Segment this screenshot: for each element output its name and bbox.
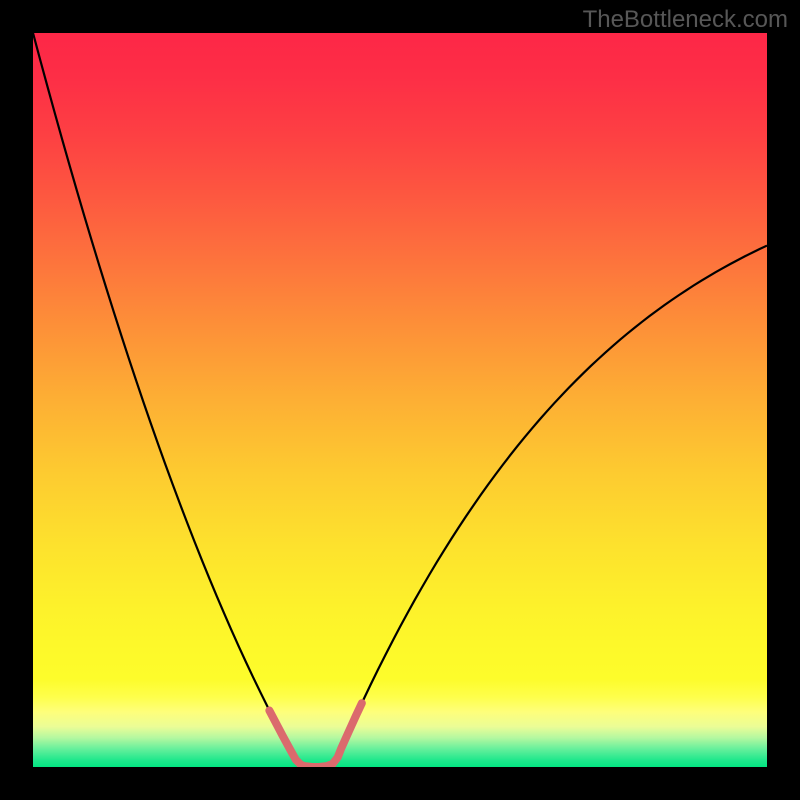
- curve-right: [341, 246, 767, 749]
- watermark-text: TheBottleneck.com: [583, 6, 788, 34]
- optimal-band-marker-left: [269, 710, 315, 767]
- optimal-band-marker-right: [316, 703, 362, 767]
- curves-layer: [33, 33, 767, 767]
- chart-container: TheBottleneck.com: [0, 0, 800, 800]
- plot-area: [33, 33, 767, 767]
- curve-left: [33, 33, 290, 749]
